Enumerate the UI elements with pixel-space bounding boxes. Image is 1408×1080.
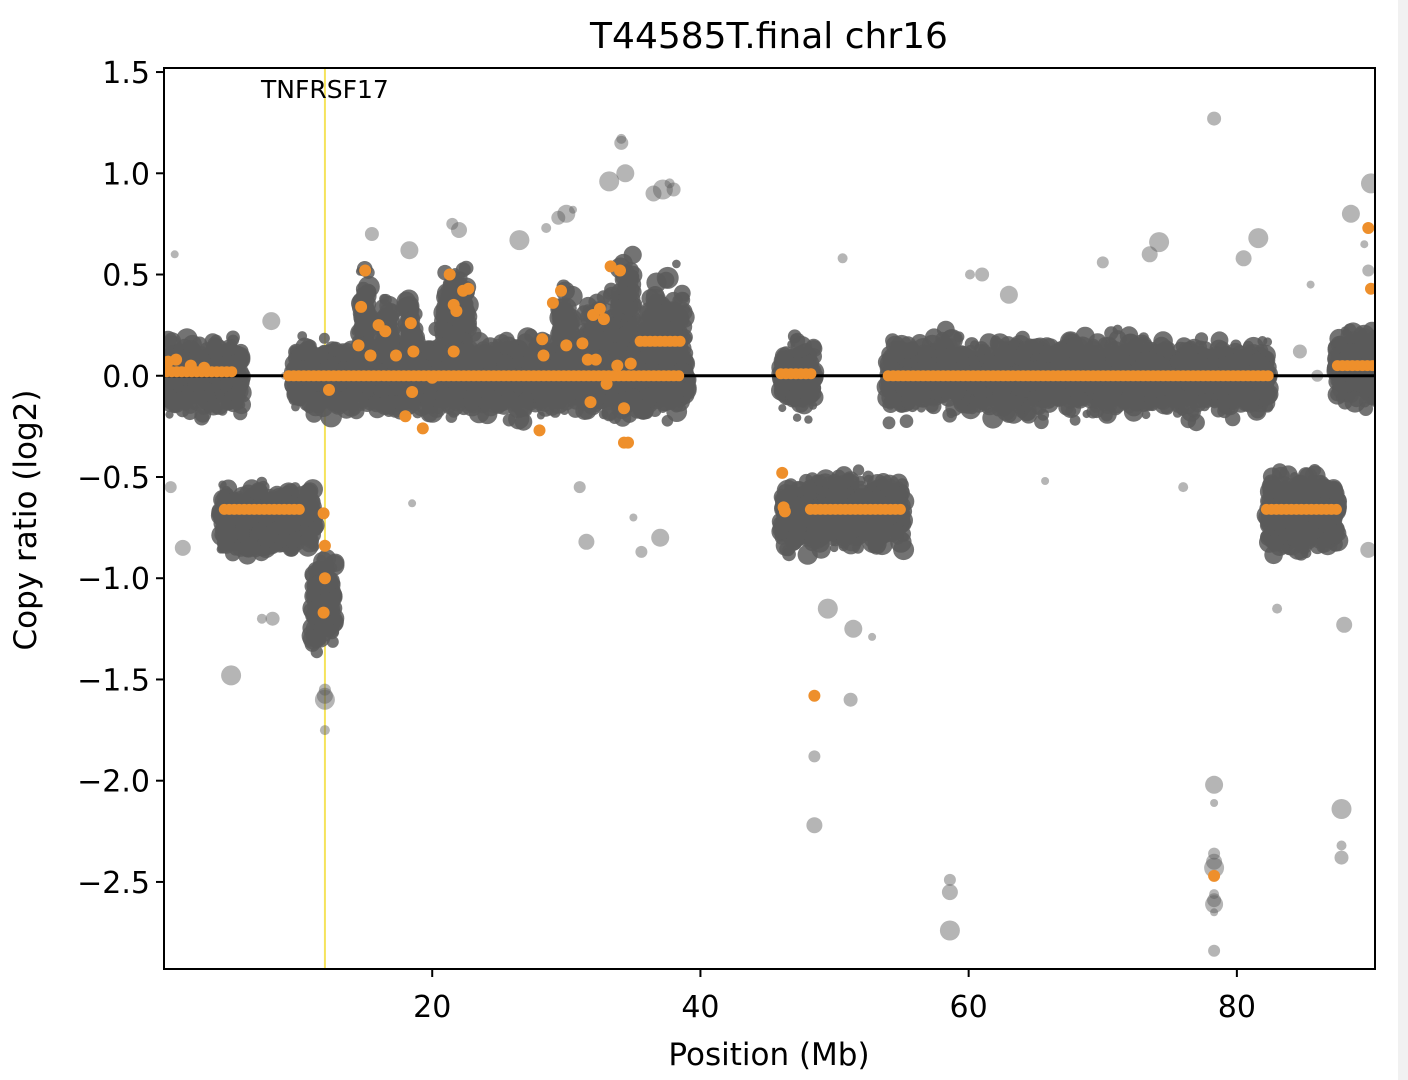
- bin-point: [235, 519, 250, 534]
- bin-point: [175, 403, 190, 418]
- bin-point: [231, 383, 247, 398]
- bin-point: [194, 373, 210, 389]
- bin-cluster-2: [278, 479, 325, 557]
- plot-area: [164, 68, 1375, 969]
- bin-point: [215, 391, 225, 400]
- bin-point: [297, 331, 308, 341]
- bin-point: [210, 334, 223, 347]
- bin-point: [491, 399, 506, 414]
- bin-point: [420, 396, 435, 411]
- bin-point: [514, 413, 533, 431]
- bin-point: [258, 532, 275, 549]
- bin-point: [419, 382, 431, 394]
- bin-point: [176, 328, 198, 350]
- bin-point: [327, 341, 344, 357]
- bin-point: [350, 379, 365, 394]
- bin-point: [285, 533, 301, 549]
- bin-cluster-1: [210, 476, 306, 565]
- bin-point: [294, 486, 307, 498]
- bin-point: [399, 402, 409, 411]
- bin-point: [301, 381, 317, 398]
- bin-point: [305, 503, 322, 520]
- bin-point: [188, 350, 199, 361]
- bin-point: [451, 336, 461, 346]
- bin-point: [326, 393, 344, 411]
- bin-point: [303, 525, 321, 544]
- bin-point: [313, 560, 326, 573]
- bin-point: [327, 615, 336, 624]
- bin-point: [376, 347, 392, 364]
- bin-point: [220, 525, 239, 544]
- bin-point: [325, 582, 336, 593]
- bin-point: [598, 409, 609, 420]
- bin-point: [260, 489, 280, 508]
- bin-point: [310, 353, 323, 365]
- bin-point: [421, 359, 432, 370]
- bin-point: [445, 411, 458, 423]
- bin-point: [179, 376, 189, 385]
- bin-point: [221, 354, 233, 365]
- bin-point: [318, 332, 330, 344]
- bin-point: [608, 411, 621, 425]
- bin-point: [404, 357, 418, 371]
- bin-cluster-4: [301, 549, 345, 659]
- bin-point: [221, 485, 231, 495]
- bin-points-layer: [164, 111, 1375, 957]
- bin-point: [233, 353, 242, 363]
- bin-point: [187, 390, 208, 411]
- bin-point: [218, 540, 227, 550]
- bin-point: [309, 627, 331, 648]
- bin-point: [303, 488, 314, 499]
- bin-point: [305, 405, 323, 423]
- bin-point: [164, 330, 177, 349]
- bin-point: [180, 385, 191, 395]
- bin-point: [164, 391, 182, 410]
- bin-point: [368, 400, 387, 419]
- bin-point: [165, 410, 174, 419]
- bin-point: [544, 385, 554, 395]
- bin-point: [209, 395, 229, 415]
- bin-point: [338, 360, 348, 370]
- chart-title: T44585T.final chr16: [589, 16, 948, 57]
